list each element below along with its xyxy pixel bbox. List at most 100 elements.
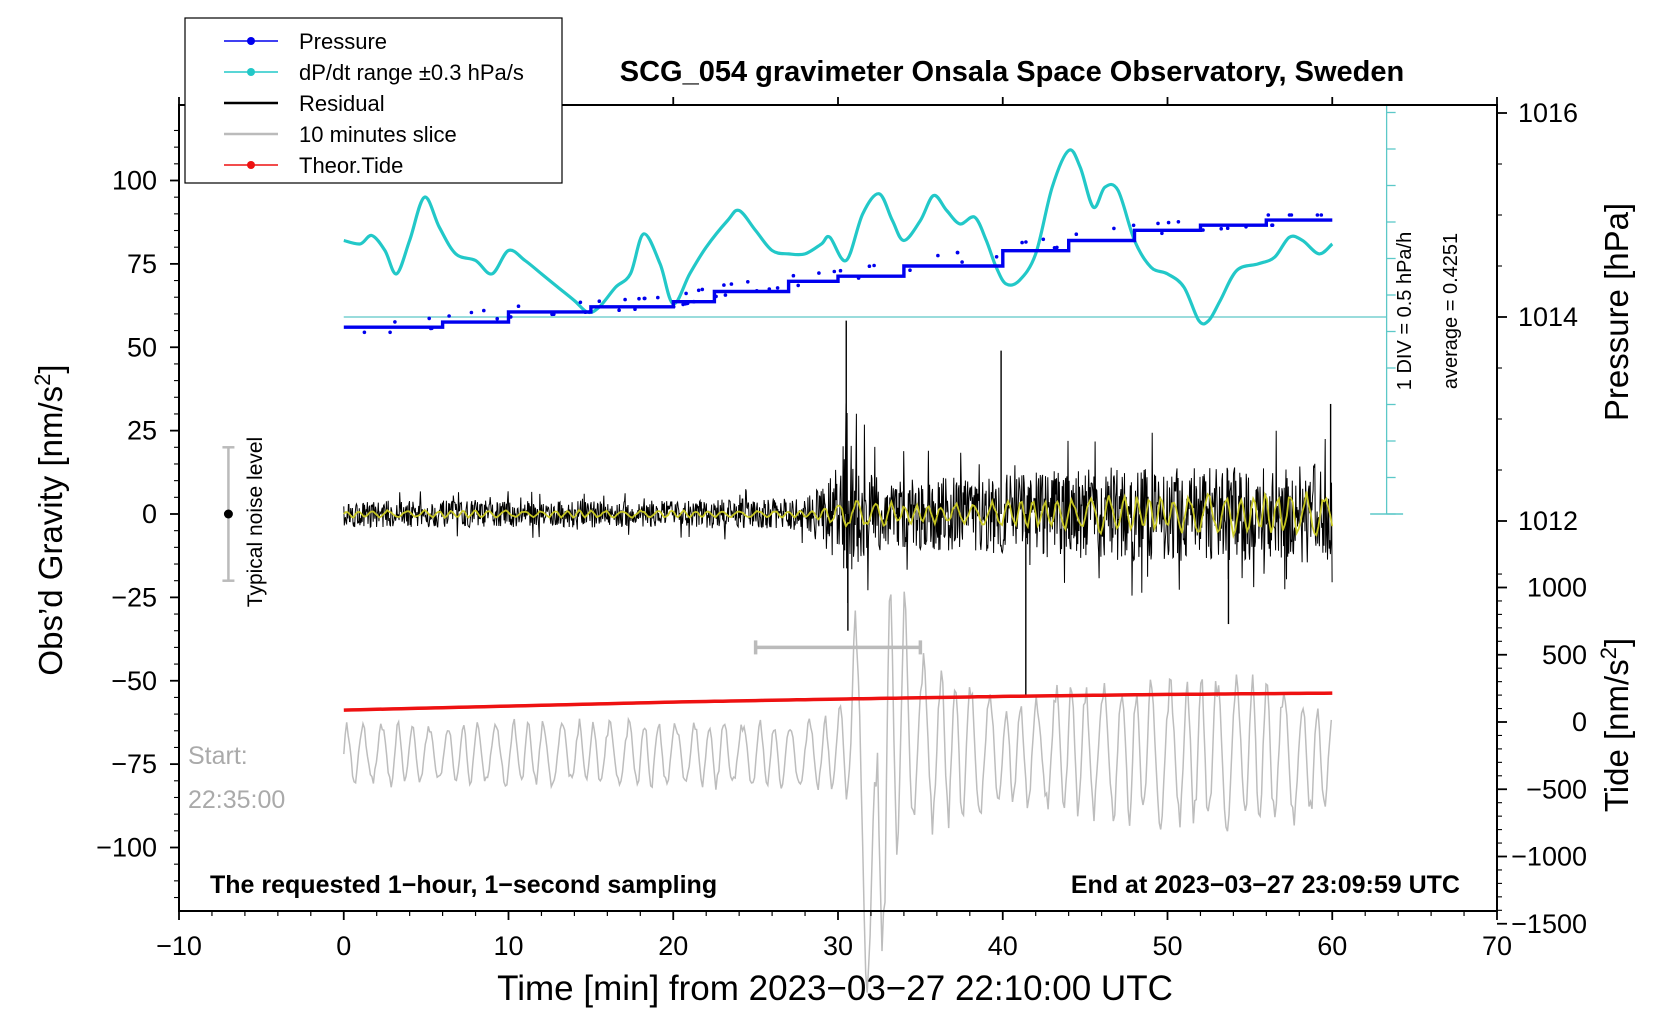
axes: −10 0 10 20 30 40 50 60 701007550250−25−50−75−10… <box>96 97 1587 961</box>
slice-line <box>343 591 1333 993</box>
x-tick-label: 40 <box>988 931 1018 961</box>
pressure-point <box>430 326 434 331</box>
pressure-point <box>633 307 637 312</box>
x-tick-label: 60 <box>1317 931 1347 961</box>
legend-label: Pressure <box>299 29 387 54</box>
pressure-point <box>796 283 800 288</box>
dpdt-line <box>343 148 1334 326</box>
pressure-point <box>388 330 392 335</box>
x-tick-label: 30 <box>823 931 853 961</box>
pressure-point <box>1315 213 1320 217</box>
pressure-point <box>722 283 726 287</box>
pressure-point <box>856 276 861 280</box>
pressure-point <box>1225 226 1230 230</box>
end-time-note: End at 2023−03−27 23:09:59 UTC <box>1071 871 1460 899</box>
left-tick-label: −50 <box>111 666 157 696</box>
pressure-point <box>587 310 592 314</box>
pressure-point <box>637 296 641 301</box>
pressure-point <box>684 291 688 296</box>
legend-marker <box>247 161 255 169</box>
pressure-point <box>1287 213 1292 217</box>
left-tick-label: −100 <box>96 833 157 863</box>
pressure-point <box>700 287 705 292</box>
pressure-point <box>509 315 513 319</box>
x-tick-label: 20 <box>658 931 688 961</box>
pressure-point <box>723 293 728 297</box>
tide-tick-label: −500 <box>1526 774 1587 804</box>
pressure-point <box>516 304 521 309</box>
pressure-point <box>550 312 554 317</box>
pressure-point <box>1020 240 1024 245</box>
pressure-point <box>671 304 676 309</box>
pressure-point <box>1270 223 1275 227</box>
pressure-point <box>936 253 940 258</box>
pressure-axis-label: Pressure [hPa] <box>1598 203 1635 421</box>
tide-tick-label: 0 <box>1572 707 1587 737</box>
legend-box <box>184 17 563 184</box>
pressure-point <box>696 288 701 293</box>
x-tick-label: 0 <box>336 931 351 961</box>
x-axis-label: Time [min] from 2023−03−27 22:10:00 UTC <box>497 969 1173 1008</box>
pressure-point <box>617 308 621 313</box>
pressure-point <box>1219 226 1223 231</box>
pressure-point <box>1201 228 1205 232</box>
pressure-tick-label: 1016 <box>1518 98 1578 128</box>
legend-label: 10 minutes slice <box>299 122 457 147</box>
pressure-point <box>427 316 432 321</box>
pressure-point <box>692 299 696 304</box>
noise-bar-center <box>223 509 233 519</box>
sampling-note: The requested 1−hour, 1−second sampling <box>210 871 717 899</box>
legend-label: Residual <box>299 91 385 116</box>
residual-smoothed-line <box>343 491 1334 540</box>
left-tick-label: 100 <box>112 166 157 196</box>
left-tick-label: 75 <box>127 249 157 279</box>
pressure-point <box>1166 220 1171 225</box>
pressure-point <box>642 296 647 301</box>
tide-axis-label: Tide [nm/s2] <box>1596 638 1635 812</box>
pressure-point <box>1041 237 1046 242</box>
pressure-tick-label: 1012 <box>1518 506 1578 536</box>
chart-title: SCG_054 gravimeter Onsala Space Observat… <box>620 56 1404 88</box>
legend: Pressure dP/dt range ±0.3 hPa/s Residual 10… <box>184 17 563 184</box>
pressure-point <box>729 282 734 286</box>
pressure-point <box>597 299 602 304</box>
pressure-point <box>1024 240 1028 244</box>
pressure-tick-label: 1014 <box>1518 302 1578 332</box>
pressure-point <box>1266 213 1271 217</box>
pressure-point <box>994 254 999 259</box>
legend-label: Theor.Tide <box>299 153 403 178</box>
pressure-point <box>578 300 583 305</box>
start-label: Start: <box>188 742 248 770</box>
left-tick-label: 0 <box>142 499 157 529</box>
pressure-point <box>1244 225 1248 229</box>
pressure-point <box>393 320 397 324</box>
scale-div-label: 1 DIV = 0.5 hPa/h <box>1394 232 1416 390</box>
residual-line <box>343 403 1333 604</box>
pressure-point <box>960 260 964 264</box>
left-tick-label: 25 <box>127 416 157 446</box>
pressure-point <box>714 294 718 299</box>
pressure-line <box>343 218 1333 329</box>
pressure-point <box>775 286 780 290</box>
pressure-point <box>872 263 876 268</box>
pressure-point <box>1176 220 1181 224</box>
legend-marker <box>247 68 255 76</box>
pressure-point <box>447 314 451 318</box>
pressure-point <box>1052 246 1057 250</box>
left-axis-label: Obs’d Gravity [nm/s2] <box>30 364 69 675</box>
start-time-label: 22:35:00 <box>188 786 285 814</box>
pressure-point <box>755 289 759 293</box>
tide-tick-label: −1000 <box>1511 842 1587 872</box>
pressure-point <box>746 280 750 284</box>
tide-line <box>343 691 1333 712</box>
left-tick-label: 50 <box>127 332 157 362</box>
x-tick-label: 50 <box>1152 931 1182 961</box>
pressure-point <box>867 264 872 269</box>
pressure-point <box>955 250 960 255</box>
legend-marker <box>247 37 255 45</box>
pressure-point <box>838 268 843 273</box>
noise-level-label: Typical noise level <box>244 437 267 607</box>
pressure-point <box>1319 213 1324 217</box>
pressure-point <box>832 269 837 274</box>
